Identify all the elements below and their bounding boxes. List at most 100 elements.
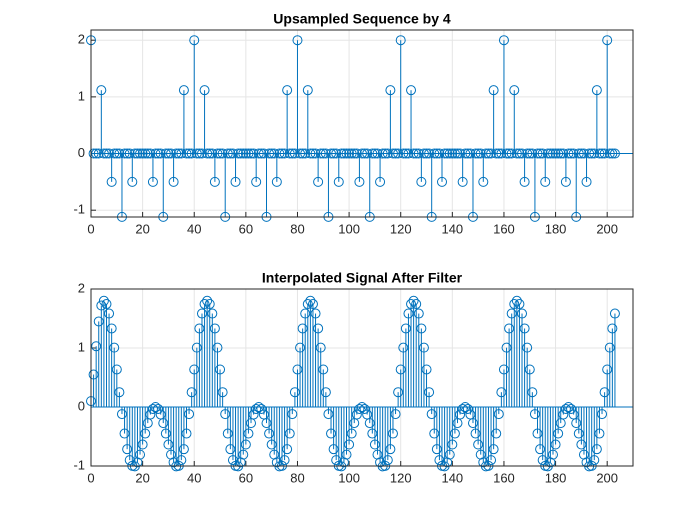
stem-marker (264, 148, 275, 159)
stem-marker (457, 176, 468, 187)
stem-marker (320, 387, 331, 398)
stem-marker (176, 148, 187, 159)
stem-marker (109, 342, 120, 353)
stem-marker (225, 444, 236, 455)
stem-marker (478, 176, 489, 187)
stem-marker (269, 148, 280, 159)
stem-marker (189, 35, 200, 46)
axes-box (90, 288, 634, 467)
stem-marker (411, 299, 422, 310)
y-tick-label: 1 (78, 339, 85, 354)
stem-marker (442, 457, 453, 468)
stem-marker (382, 148, 393, 159)
stem-marker (437, 176, 448, 187)
stem-marker (91, 148, 102, 159)
stem-marker (145, 148, 156, 159)
stem-marker (566, 148, 577, 159)
stem-marker (532, 428, 543, 439)
stem-marker (382, 455, 393, 466)
stem-marker (354, 176, 365, 187)
stem-marker (292, 364, 303, 375)
stem-marker (594, 428, 605, 439)
stem-marker (297, 148, 308, 159)
stem-marker (251, 403, 262, 414)
stem-marker (271, 176, 282, 187)
stem-marker (331, 148, 342, 159)
stem-marker (181, 428, 192, 439)
x-tick-label: 40 (187, 470, 201, 485)
x-tick-label: 20 (135, 221, 149, 236)
stem-marker (349, 148, 360, 159)
stem-marker (602, 35, 613, 46)
stem-marker (517, 308, 528, 319)
stem-marker (496, 387, 507, 398)
stem-marker (431, 444, 442, 455)
stem-marker (109, 148, 120, 159)
stem-marker (313, 323, 324, 334)
x-tick-label: 180 (545, 470, 567, 485)
stem-marker (486, 148, 497, 159)
stem-marker (501, 148, 512, 159)
stem-marker (297, 323, 308, 334)
stem-marker (553, 148, 564, 159)
stem-marker (444, 449, 455, 460)
y-tick-label: 1 (78, 88, 85, 103)
stem-marker (194, 148, 205, 159)
stem-marker (248, 409, 259, 420)
x-tick-label: 80 (290, 470, 304, 485)
stem-marker (357, 402, 367, 412)
stem-marker (184, 148, 195, 159)
stem-marker (302, 299, 313, 310)
stem-marker (535, 148, 546, 159)
stem-marker (256, 148, 267, 159)
stem-marker (287, 148, 298, 159)
stem-marker (447, 148, 458, 159)
stem-marker (411, 148, 422, 159)
stem-marker (558, 409, 569, 420)
stem-marker (424, 387, 435, 398)
stem-marker (96, 300, 107, 311)
stem-marker (215, 148, 226, 159)
stem-marker (292, 35, 303, 46)
stem-marker (491, 148, 502, 159)
stem-marker (147, 176, 158, 187)
x-tick-label: 200 (596, 470, 618, 485)
stem-marker (578, 449, 589, 460)
stem-marker (408, 295, 419, 306)
stem-marker (351, 148, 362, 159)
stem-marker (88, 148, 99, 159)
stem-marker (372, 449, 383, 460)
stem-marker (560, 403, 571, 414)
plot-area (91, 289, 633, 466)
stem-marker (106, 323, 117, 334)
stem-marker (372, 148, 383, 159)
stem-marker (341, 449, 352, 460)
stem-marker (418, 148, 429, 159)
stem-marker (346, 148, 357, 159)
stem-marker (506, 308, 517, 319)
stem-marker (486, 455, 497, 466)
stem-marker (119, 428, 130, 439)
axes-box (90, 29, 634, 218)
stem-marker (191, 148, 202, 159)
stem-marker (434, 455, 445, 466)
stem-marker (98, 295, 109, 306)
stem-marker (514, 148, 525, 159)
stem-marker (135, 449, 146, 460)
stem-marker (289, 387, 300, 398)
stem-marker (202, 295, 213, 306)
stem-marker (160, 148, 171, 159)
stem-marker (111, 148, 122, 159)
stem-marker (171, 148, 182, 159)
stem-marker (287, 409, 298, 420)
stem-marker (576, 439, 587, 450)
stem-marker (380, 148, 391, 159)
stem-marker (104, 308, 115, 319)
stem-marker (150, 148, 161, 159)
stem-marker (470, 428, 481, 439)
stem-marker (168, 176, 179, 187)
stem-marker (88, 369, 99, 380)
stem-marker (318, 364, 329, 375)
stem-marker (351, 409, 362, 420)
stem-marker (524, 364, 535, 375)
